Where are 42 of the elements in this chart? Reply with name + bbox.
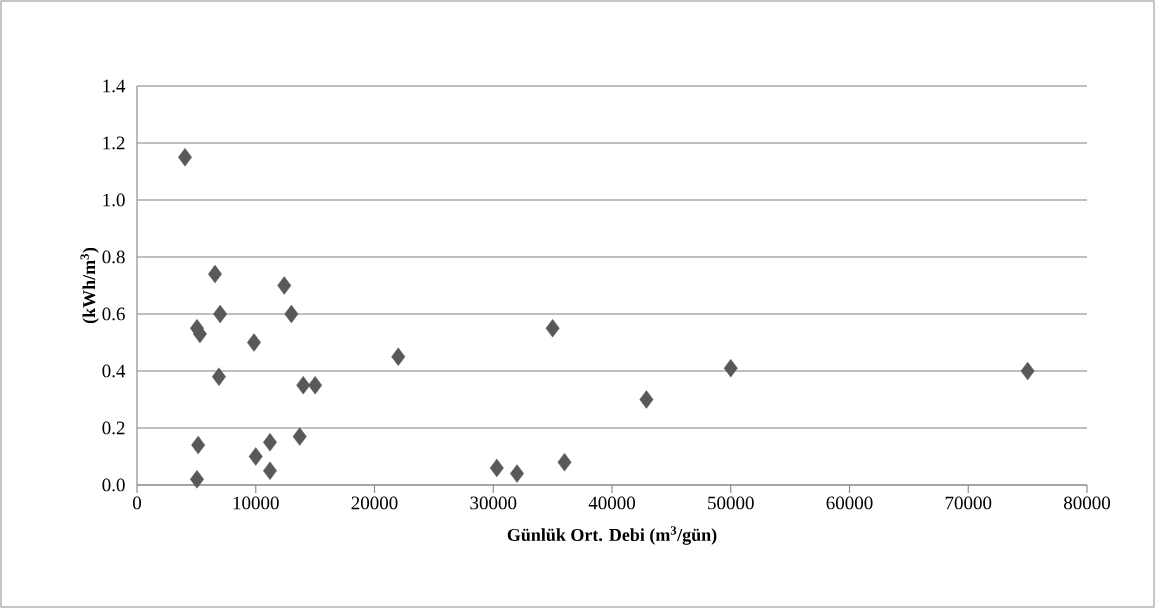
- point: [191, 435, 206, 455]
- point: [178, 148, 192, 167]
- point: [639, 390, 654, 409]
- x-tick-label: 50000: [708, 496, 754, 510]
- x-tick-label: 70000: [945, 496, 992, 510]
- text: Günlük Ort. Debi (m$^{3}$/gün): [507, 526, 717, 545]
- point: [248, 447, 263, 466]
- y-tick-label: 1.2: [103, 136, 125, 150]
- y-tick-label: 0.0: [102, 478, 125, 492]
- point: [247, 333, 261, 352]
- x-tick-label: 0: [132, 496, 142, 510]
- x-tick-label: 20000: [351, 496, 398, 510]
- point: [489, 458, 504, 478]
- point: [208, 264, 222, 284]
- point: [284, 304, 299, 324]
- point: [211, 367, 226, 386]
- point: [292, 427, 307, 446]
- x-tick-label: 40000: [588, 496, 636, 510]
- y-tick-label: 0.8: [102, 250, 125, 264]
- point: [1020, 361, 1035, 381]
- point: [277, 276, 292, 295]
- x-tick-label: 80000: [1063, 496, 1111, 510]
- point: [213, 304, 228, 324]
- point: [263, 433, 277, 452]
- y-tick-label: 0.4: [102, 364, 126, 378]
- point: [510, 464, 524, 483]
- point: [296, 376, 311, 395]
- point: [545, 319, 560, 338]
- point: [190, 470, 204, 489]
- point: [308, 376, 323, 395]
- point: [263, 461, 277, 480]
- y-tick-label: 0.6: [102, 307, 125, 321]
- y-tick-label: 1.4: [103, 79, 126, 93]
- x-tick-label: 60000: [826, 496, 873, 510]
- x-tick-label: 30000: [470, 496, 517, 510]
- point: [557, 453, 572, 472]
- y-tick-label: 0.2: [102, 421, 125, 435]
- text: (kWh/m$^{3}$): [80, 247, 99, 324]
- point: [391, 347, 406, 366]
- x-tick-label: 10000: [233, 496, 279, 510]
- y-tick-label: 1.0: [103, 193, 125, 207]
- point: [723, 358, 738, 378]
